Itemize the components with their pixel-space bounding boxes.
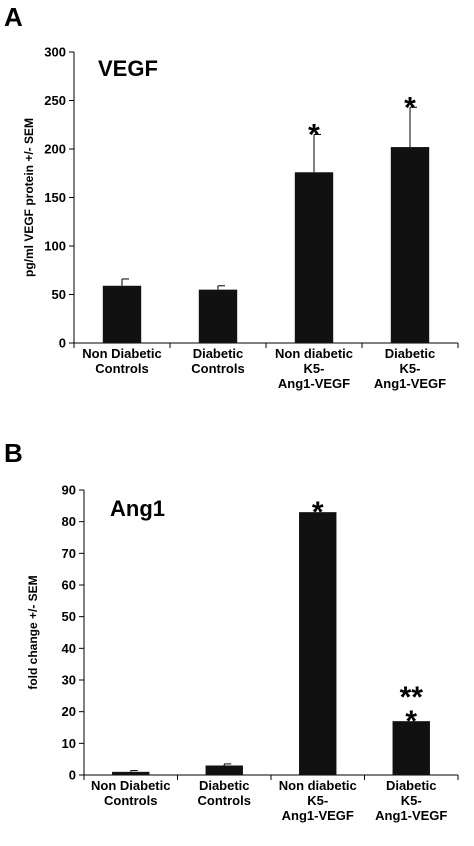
x-category-label: Diabetic	[193, 346, 244, 361]
x-category-label: Diabetic	[386, 778, 437, 793]
bar	[198, 289, 238, 343]
y-tick-label: 300	[44, 45, 66, 60]
x-category-label: Non diabetic	[279, 778, 357, 793]
y-tick-label: 60	[62, 578, 76, 593]
x-category-label: Controls	[95, 361, 148, 376]
x-category-label: Ang1-VEGF	[374, 376, 446, 391]
y-tick-label: 10	[62, 736, 76, 751]
x-category-label: Diabetic	[199, 778, 250, 793]
x-category-label: Non Diabetic	[91, 778, 170, 793]
x-category-label: Non Diabetic	[82, 346, 161, 361]
x-category-label: Ang1-VEGF	[375, 808, 447, 823]
y-tick-label: 0	[59, 336, 66, 351]
significance-marker: *	[404, 91, 416, 124]
panel-letter-b: B	[4, 438, 23, 468]
bar	[102, 285, 142, 343]
chart-ang1: Ang1 fold change +/- SEM 0 10 20 30 40 50 60 70 80…	[26, 483, 459, 823]
y-tick-label: 250	[44, 93, 66, 108]
y-tick-label: 40	[62, 641, 76, 656]
y-tick-label: 80	[62, 514, 76, 529]
bar	[112, 771, 150, 775]
x-category-label: Ang1-VEGF	[282, 808, 354, 823]
y-axis-label: fold change +/- SEM	[26, 575, 40, 689]
panel-letter-a: A	[4, 2, 23, 32]
significance-marker: *	[308, 118, 320, 151]
x-category-label: Non diabetic	[275, 346, 353, 361]
y-tick-label: 200	[44, 142, 66, 157]
x-category-label: Ang1-VEGF	[278, 376, 350, 391]
significance-marker: *	[405, 705, 417, 738]
chart-vegf: VEGF pg/ml VEGF protein +/- SEM 0 50 100 150 2…	[22, 45, 459, 391]
y-axis-label: pg/ml VEGF protein +/- SEM	[22, 118, 36, 277]
x-category-label: K5-	[401, 793, 422, 808]
y-tick-label: 50	[62, 609, 76, 624]
bar	[392, 721, 430, 775]
x-category-label: Controls	[198, 793, 251, 808]
x-category-label: Diabetic	[385, 346, 436, 361]
y-tick-label: 30	[62, 673, 76, 688]
bar	[294, 172, 334, 343]
y-tick-label: 70	[62, 546, 76, 561]
chart-title: Ang1	[110, 496, 165, 521]
bar	[299, 512, 337, 775]
significance-marker: **	[400, 681, 424, 714]
bar	[205, 765, 243, 775]
y-tick-label: 100	[44, 239, 66, 254]
y-tick-label: 20	[62, 704, 76, 719]
bar	[390, 147, 430, 343]
x-category-label: K5-	[400, 361, 421, 376]
significance-marker: *	[312, 496, 324, 529]
chart-title: VEGF	[98, 56, 158, 81]
x-category-label: K5-	[307, 793, 328, 808]
y-tick-label: 0	[69, 768, 76, 783]
y-tick-label: 150	[44, 190, 66, 205]
y-tick-label: 50	[52, 287, 66, 302]
x-category-label: Controls	[104, 793, 157, 808]
x-category-label: Controls	[191, 361, 244, 376]
x-category-label: K5-	[304, 361, 325, 376]
y-tick-label: 90	[62, 483, 76, 498]
